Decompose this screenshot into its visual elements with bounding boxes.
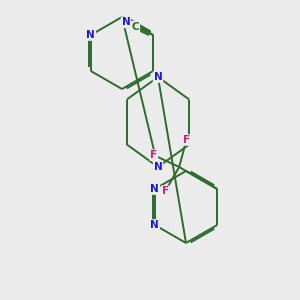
Text: F: F	[183, 135, 190, 145]
Text: C: C	[132, 22, 139, 32]
Text: N: N	[150, 220, 159, 230]
Text: N: N	[154, 72, 162, 82]
Text: N: N	[122, 17, 130, 27]
Text: F: F	[150, 150, 158, 160]
Text: N: N	[86, 30, 95, 40]
Text: F: F	[162, 186, 169, 196]
Text: N: N	[150, 184, 159, 194]
Text: N: N	[154, 162, 162, 172]
